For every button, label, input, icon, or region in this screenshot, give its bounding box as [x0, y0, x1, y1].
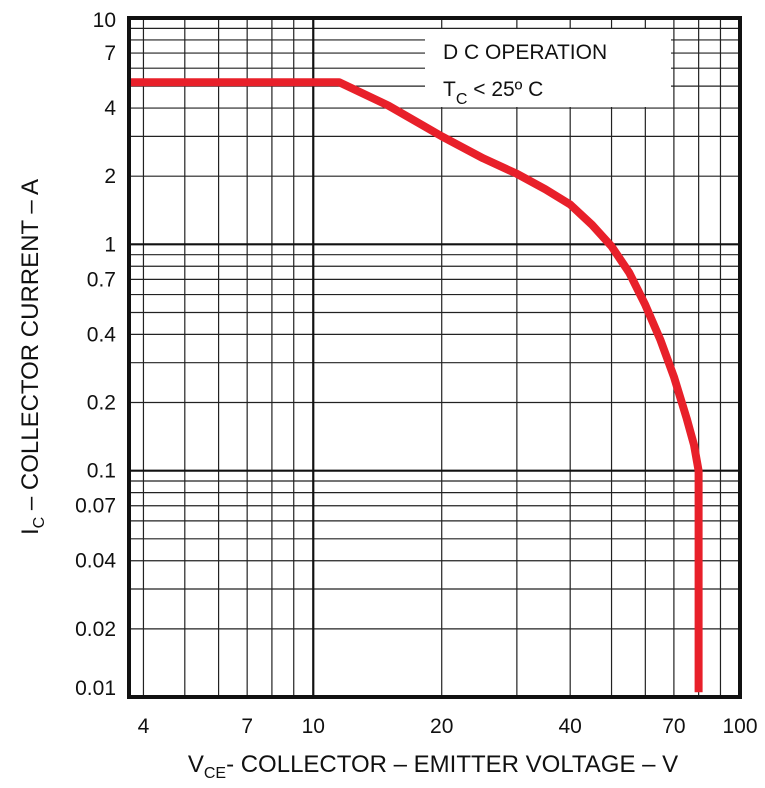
major-gridlines	[129, 18, 740, 697]
y-tick-label: 10	[93, 9, 116, 32]
plot-frame	[127, 16, 742, 699]
y-tick-label: 4	[104, 97, 116, 120]
x-axis-title: VCE- COLLECTOR – EMITTER VOLTAGE – V	[188, 751, 678, 782]
x-tick-label: 40	[559, 715, 582, 738]
y-tick-label: 0.1	[87, 460, 116, 483]
x-tick-label: 70	[662, 715, 685, 738]
y-tick-label: 2	[104, 165, 116, 188]
y-tick-label: 0.7	[87, 268, 116, 291]
annotation-background	[425, 29, 671, 107]
y-tick-labels: 10 7 4 2 1 0.7 0.4 0.2 0.1 0.07 0.04 0.02 0.01	[75, 9, 116, 700]
x-tick-label: 7	[241, 715, 253, 738]
y-tick-label: 7	[104, 42, 116, 65]
y-tick-label: 0.07	[75, 495, 116, 518]
x-tick-label: 4	[138, 715, 150, 738]
annotation-line-2: TC < 25º C	[443, 78, 543, 108]
minor-gridlines	[129, 18, 740, 697]
annotation-line-1: D C OPERATION	[443, 41, 607, 64]
y-tick-label: 0.01	[75, 677, 116, 700]
y-tick-label: 0.4	[87, 323, 117, 346]
y-axis-title: IC – COLLECTOR CURRENT – A	[17, 179, 48, 535]
y-tick-label: 0.02	[75, 618, 116, 641]
annotation-box: D C OPERATION TC < 25º C	[425, 29, 671, 108]
y-tick-label: 1	[104, 233, 116, 256]
y-tick-label: 0.04	[75, 550, 116, 573]
x-tick-label: 20	[430, 715, 453, 738]
y-tick-label: 0.2	[87, 392, 116, 415]
x-tick-labels: 4 7 10 20 40 70 100	[138, 715, 758, 738]
series-layer	[129, 78, 703, 693]
x-tick-label: 10	[302, 715, 325, 738]
x-tick-label: 100	[722, 715, 757, 738]
soa-curve	[129, 78, 703, 693]
